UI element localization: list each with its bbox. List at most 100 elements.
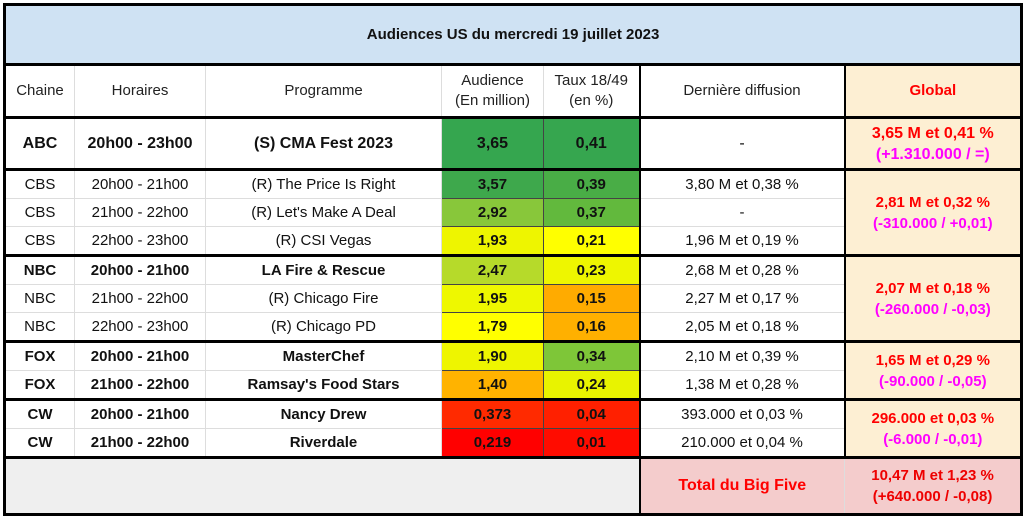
timeslot-cell: 20h00 - 21h00 bbox=[74, 398, 206, 429]
channel-cell: CBS bbox=[4, 198, 75, 227]
header-global: Global bbox=[843, 64, 1023, 118]
network-global-cell: 1,65 M et 0,29 % (-90.000 / -0,05) bbox=[843, 340, 1023, 400]
program-cell: (R) CSI Vegas bbox=[205, 226, 442, 256]
total-delta: (+640.000 / -0,08) bbox=[872, 488, 993, 505]
table-title: Audiences US du mercredi 19 juillet 2023 bbox=[3, 4, 1023, 66]
global-delta: (-90.000 / -0,05) bbox=[879, 372, 987, 390]
timeslot-cell: 20h00 - 21h00 bbox=[74, 168, 206, 199]
table-row: CBS 22h00 - 23h00 (R) CSI Vegas 1,93 0,21 1,9… bbox=[4, 226, 1022, 256]
rating-cell: 0,23 bbox=[543, 254, 641, 285]
global-value: 3,65 M et 0,41 % bbox=[871, 124, 994, 142]
rating-cell: 0,41 bbox=[543, 116, 641, 170]
empty-cell bbox=[4, 456, 640, 515]
global-delta: (-310.000 / +0,01) bbox=[872, 214, 993, 232]
table-row: CW 20h00 - 21h00 Nancy Drew 0,373 0,04 393.00… bbox=[4, 398, 1023, 458]
table-row: CW 21h00 - 22h00 Riverdale 0,219 0,01 210.000… bbox=[4, 428, 1022, 458]
title-row: Audiences US du mercredi 19 juillet 2023 bbox=[3, 4, 1023, 66]
network-global-cell: 296.000 et 0,03 % (-6.000 / -0,01) bbox=[843, 398, 1023, 458]
rating-cell: 0,34 bbox=[543, 340, 641, 371]
rating-cell: 0,01 bbox=[543, 428, 641, 458]
table-row: NBC 22h00 - 23h00 (R) Chicago PD 1,79 0,16 2,… bbox=[4, 312, 1022, 342]
header-derniere: Dernière diffusion bbox=[639, 64, 845, 118]
channel-cell: NBC bbox=[4, 254, 75, 285]
audience-cell: 1,79 bbox=[441, 312, 544, 342]
program-cell: (R) The Price Is Right bbox=[205, 168, 442, 199]
header-chaine: Chaine bbox=[4, 64, 75, 118]
program-cell: (R) Chicago Fire bbox=[205, 284, 442, 313]
channel-cell: FOX bbox=[4, 370, 75, 400]
audience-cell: 3,57 bbox=[441, 168, 544, 199]
total-label: Total du Big Five bbox=[638, 456, 845, 515]
program-cell: (S) CMA Fest 2023 bbox=[205, 116, 442, 170]
program-cell: MasterChef bbox=[205, 340, 442, 371]
timeslot-cell: 20h00 - 23h00 bbox=[74, 116, 206, 170]
audience-cell: 2,47 bbox=[441, 254, 544, 285]
global-value: 296.000 et 0,03 % bbox=[871, 409, 995, 427]
timeslot-cell: 21h00 - 22h00 bbox=[74, 370, 206, 400]
header-taux: Taux 18/49 (en %) bbox=[543, 64, 641, 118]
last-airing-cell: 2,10 M et 0,39 % bbox=[639, 340, 845, 371]
header-horaires: Horaires bbox=[74, 64, 206, 118]
program-cell: Riverdale bbox=[205, 428, 442, 458]
last-airing-cell: - bbox=[639, 116, 845, 170]
header-taux-line1: Taux 18/49 bbox=[554, 72, 628, 89]
channel-cell: NBC bbox=[4, 284, 75, 313]
audience-cell: 0,219 bbox=[441, 428, 544, 458]
audience-cell: 2,92 bbox=[441, 198, 544, 227]
channel-cell: CBS bbox=[4, 168, 75, 199]
program-cell: LA Fire & Rescue bbox=[205, 254, 442, 285]
rating-cell: 0,04 bbox=[543, 398, 641, 429]
last-airing-cell: 210.000 et 0,04 % bbox=[639, 428, 845, 458]
global-delta: (-260.000 / -0,03) bbox=[874, 300, 991, 318]
timeslot-cell: 20h00 - 21h00 bbox=[74, 340, 206, 371]
timeslot-cell: 22h00 - 23h00 bbox=[74, 312, 206, 342]
rating-cell: 0,39 bbox=[543, 168, 641, 199]
global-value: 2,81 M et 0,32 % bbox=[875, 193, 990, 211]
table-row: CBS 20h00 - 21h00 (R) The Price Is Right 3,… bbox=[4, 168, 1023, 256]
network-global-cell: 2,81 M et 0,32 % (-310.000 / +0,01) bbox=[843, 168, 1023, 256]
global-value: 1,65 M et 0,29 % bbox=[875, 351, 990, 369]
audience-cell: 1,93 bbox=[441, 226, 544, 256]
total-row: Total du Big Five 10,47 M et 1,23 % (+640.… bbox=[4, 456, 1023, 515]
timeslot-cell: 21h00 - 22h00 bbox=[74, 284, 206, 313]
audience-cell: 1,95 bbox=[441, 284, 544, 313]
timeslot-cell: 20h00 - 21h00 bbox=[74, 254, 206, 285]
global-value: 2,07 M et 0,18 % bbox=[875, 279, 990, 297]
header-audience-line2: (En million) bbox=[454, 92, 530, 109]
header-audience-line1: Audience bbox=[461, 72, 524, 89]
audience-table: Audiences US du mercredi 19 juillet 2023… bbox=[3, 3, 1023, 516]
last-airing-cell: 2,05 M et 0,18 % bbox=[639, 312, 845, 342]
audience-cell: 3,65 bbox=[441, 116, 544, 170]
global-delta: (+1.310.000 / =) bbox=[875, 145, 990, 163]
channel-cell: FOX bbox=[4, 340, 75, 371]
rating-cell: 0,24 bbox=[543, 370, 641, 400]
header-programme: Programme bbox=[205, 64, 442, 118]
program-cell: Nancy Drew bbox=[205, 398, 442, 429]
audience-cell: 1,90 bbox=[441, 340, 544, 371]
last-airing-cell: 1,96 M et 0,19 % bbox=[639, 226, 845, 256]
channel-cell: ABC bbox=[4, 116, 75, 170]
last-airing-cell: 3,80 M et 0,38 % bbox=[639, 168, 845, 199]
program-cell: (R) Let's Make A Deal bbox=[205, 198, 442, 227]
last-airing-cell: 2,68 M et 0,28 % bbox=[639, 254, 845, 285]
last-airing-cell: 393.000 et 0,03 % bbox=[639, 398, 845, 429]
table-row: ABC 20h00 - 23h00 (S) CMA Fest 2023 3,65 0,4… bbox=[4, 116, 1023, 170]
timeslot-cell: 22h00 - 23h00 bbox=[74, 226, 206, 256]
channel-cell: CW bbox=[4, 428, 75, 458]
header-audience: Audience (En million) bbox=[441, 64, 544, 118]
network-global-cell: 3,65 M et 0,41 % (+1.310.000 / =) bbox=[843, 116, 1023, 170]
header-taux-line2: (en %) bbox=[569, 92, 614, 109]
last-airing-cell: - bbox=[639, 198, 845, 227]
last-airing-cell: 1,38 M et 0,28 % bbox=[639, 370, 845, 400]
total-value: 10,47 M et 1,23 % bbox=[871, 467, 994, 484]
audience-cell: 1,40 bbox=[441, 370, 544, 400]
header-row: Chaine Horaires Programme Audience (En mi… bbox=[4, 64, 1023, 118]
table-row: CBS 21h00 - 22h00 (R) Let's Make A Deal 2,9… bbox=[4, 198, 1022, 227]
total-value-cell: 10,47 M et 1,23 % (+640.000 / -0,08) bbox=[843, 456, 1023, 515]
network-global-cell: 2,07 M et 0,18 % (-260.000 / -0,03) bbox=[843, 254, 1023, 342]
global-delta: (-6.000 / -0,01) bbox=[883, 430, 983, 448]
last-airing-cell: 2,27 M et 0,17 % bbox=[639, 284, 845, 313]
rating-cell: 0,15 bbox=[543, 284, 641, 313]
rating-cell: 0,21 bbox=[543, 226, 641, 256]
rating-cell: 0,37 bbox=[543, 198, 641, 227]
